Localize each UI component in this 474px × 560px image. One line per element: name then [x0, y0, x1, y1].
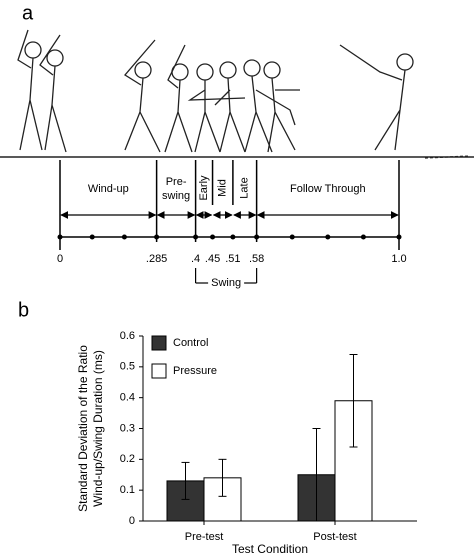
timeline-dot [289, 234, 295, 240]
x-tick-label: Pre-test [185, 531, 224, 543]
error-bar [181, 461, 190, 500]
legend-label: Control [173, 337, 208, 349]
y-axis-label: Wind-up/Swing Duration (ms) [91, 350, 105, 507]
timeline-label: .285 [146, 253, 167, 265]
swing-label: Swing [211, 277, 241, 289]
x-axis-label: Test Condition [232, 542, 308, 556]
panel-label: b [18, 299, 29, 321]
phase-label: Early [198, 175, 210, 201]
legend-label: Pressure [173, 365, 217, 377]
timeline-dot [325, 234, 331, 240]
y-axis-label: Standard Deviation of the Ratio [76, 345, 90, 512]
y-tick-label: 0.5 [120, 361, 135, 373]
y-tick-label: 0.4 [120, 392, 135, 404]
y-tick-label: 0.3 [120, 422, 135, 434]
timeline-label: .4 [191, 253, 200, 265]
timeline-label: .58 [249, 253, 264, 265]
error-bar [218, 458, 227, 497]
phase-label: Wind-up [88, 183, 129, 195]
timeline-label: 1.0 [391, 253, 406, 265]
phase-label: Pre- [166, 176, 187, 188]
players [17, 29, 471, 159]
y-tick-label: 0 [129, 515, 135, 527]
phase-label: Late [239, 177, 251, 198]
phase-label: Mid [217, 179, 229, 197]
legend-swatch [151, 335, 167, 351]
y-tick-label: 0.1 [120, 484, 135, 496]
error-bar [349, 354, 358, 448]
y-tick-label: 0.6 [120, 330, 135, 342]
timeline-dot [360, 234, 366, 240]
timeline-dot [121, 234, 127, 240]
phase-label: Follow Through [290, 183, 366, 195]
legend-swatch [151, 363, 167, 379]
timeline-dot [89, 234, 95, 240]
panel-label: a [22, 2, 34, 24]
y-tick-label: 0.2 [120, 453, 135, 465]
player-illustrations [0, 29, 474, 159]
timeline-label: .51 [225, 253, 240, 265]
error-bar [312, 428, 321, 522]
phase-label: swing [162, 190, 190, 202]
timeline-label: 0 [57, 253, 63, 265]
x-tick-label: Post-test [313, 531, 356, 543]
timeline-label: .45 [205, 253, 220, 265]
